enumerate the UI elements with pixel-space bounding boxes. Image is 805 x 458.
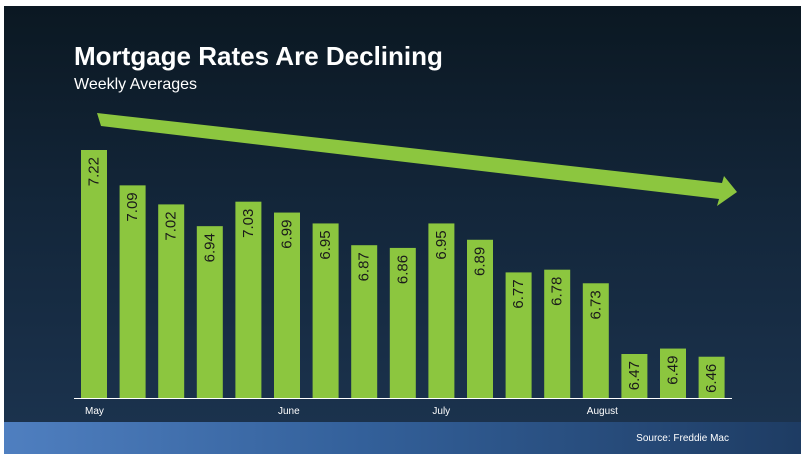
bar-value-label: 7.09 [124, 192, 141, 221]
bar-16 [660, 348, 686, 398]
bar-value-label: 6.47 [626, 361, 643, 390]
bar-value-label: 7.02 [163, 211, 180, 240]
bar-2 [119, 185, 146, 398]
bar-5 [235, 201, 262, 398]
bar-7 [312, 223, 339, 398]
x-tick-label: May [85, 406, 104, 417]
bar-value-label: 7.03 [240, 209, 257, 238]
bar-value-label: 6.95 [317, 230, 334, 259]
x-tick-label: July [432, 406, 450, 417]
bar-chart: 7.22 7.09 7.02 6.94 7.03 6.99 6.95 6.87 6.86 6.95… [74, 113, 737, 417]
bar-1 [81, 150, 107, 398]
bar-17 [698, 356, 725, 398]
bar-value-label: 6.99 [279, 220, 296, 249]
trend-arrow [97, 113, 737, 206]
bar-15 [621, 354, 648, 398]
bar-value-label: 6.89 [472, 247, 489, 276]
bar-value-label: 7.22 [86, 157, 103, 186]
chart-subtitle: Weekly Averages [74, 76, 198, 93]
bar-9 [389, 247, 416, 398]
bar-11 [467, 239, 493, 398]
bar-value-label: 6.87 [356, 252, 373, 281]
bar-8 [351, 245, 378, 398]
bar-6 [274, 212, 300, 398]
bar-value-label: 6.86 [394, 255, 411, 284]
bar-3 [158, 204, 185, 398]
bar-10 [428, 223, 455, 398]
footer-bar: Source: Freddie Mac [4, 422, 801, 454]
x-tick-label: August [587, 406, 618, 417]
chart-title: Mortgage Rates Are Declining [74, 41, 443, 71]
bar-value-label: 6.77 [510, 279, 527, 308]
bar-13 [544, 269, 571, 398]
bar-12 [505, 272, 532, 398]
bar-14 [582, 283, 609, 398]
x-tick-label: June [278, 406, 300, 417]
source-label: Source: Freddie Mac [636, 433, 729, 444]
bar-value-label: 6.46 [703, 364, 720, 393]
bar-value-label: 6.94 [201, 233, 218, 262]
bar-value-label: 6.95 [433, 230, 450, 259]
bar-value-label: 6.78 [549, 277, 566, 306]
bar-value-label: 6.73 [587, 290, 604, 319]
bar-4 [196, 226, 223, 398]
bar-value-label: 6.49 [665, 356, 682, 385]
chart-slide: Mortgage Rates Are Declining Weekly Aver… [4, 6, 801, 454]
